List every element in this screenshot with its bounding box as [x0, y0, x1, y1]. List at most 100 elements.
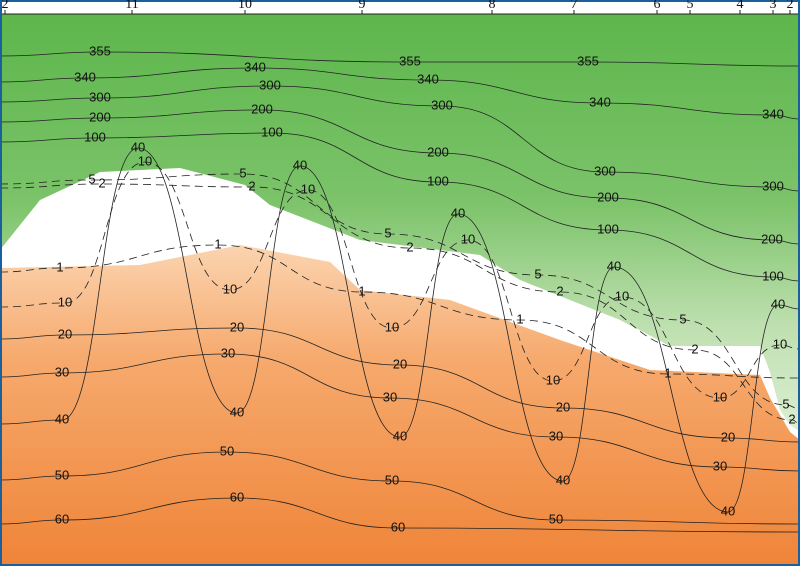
contour-label: 2	[788, 411, 795, 426]
contour-label: 10	[385, 319, 399, 334]
contour-line	[0, 85, 800, 192]
contour-label: 50	[220, 443, 234, 458]
axis-strip	[0, 0, 800, 14]
station-label: 3	[770, 0, 777, 12]
orange-region	[0, 245, 800, 566]
contour-label: 200	[251, 101, 273, 116]
contour-label: 40	[55, 411, 69, 426]
contour-line	[0, 327, 800, 443]
contour-label: 10	[138, 153, 152, 168]
contour-label: 1	[56, 259, 63, 274]
station-label: 9	[359, 0, 366, 12]
contour-label: 340	[244, 59, 266, 74]
contour-label: 100	[84, 129, 106, 144]
contour-label: 5	[88, 171, 95, 186]
contour-label: 300	[431, 97, 453, 112]
contour-label: 50	[549, 511, 563, 526]
contour-label: 100	[597, 221, 619, 236]
contour-label: 60	[55, 511, 69, 526]
contour-label: 5	[782, 396, 789, 411]
contour-line	[0, 51, 800, 67]
contour-line	[0, 244, 800, 379]
contour-label: 20	[230, 319, 244, 334]
station-label: 6	[654, 0, 661, 12]
station-label: 2	[2, 0, 9, 12]
contour-label: 300	[762, 178, 784, 193]
station-label: 5	[687, 0, 694, 12]
contour-label: 5	[679, 311, 686, 326]
contour-label: 2	[248, 178, 255, 193]
contour-label: 20	[556, 399, 570, 414]
contour-label: 5	[239, 165, 246, 180]
contour-label: 20	[393, 356, 407, 371]
contour-label: 40	[293, 157, 307, 172]
contour-label: 1	[516, 311, 523, 326]
contour-line	[0, 132, 800, 282]
contour-label: 40	[451, 205, 465, 220]
contour-label: 40	[771, 296, 785, 311]
contour-line	[0, 109, 800, 245]
contour-label: 40	[230, 404, 244, 419]
contour-label: 50	[55, 467, 69, 482]
contour-line	[0, 451, 800, 525]
contour-label: 60	[230, 489, 244, 504]
contour-label: 10	[713, 389, 727, 404]
contour-label: 30	[221, 345, 235, 360]
contour-line	[0, 353, 800, 472]
contour-label: 10	[301, 181, 315, 196]
contour-label: 100	[762, 268, 784, 283]
contour-label: 340	[589, 94, 611, 109]
contour-label: 40	[556, 472, 570, 487]
station-label: 2	[787, 0, 794, 12]
station-label: 11	[125, 0, 138, 12]
contour-label: 30	[549, 428, 563, 443]
contour-label: 30	[383, 389, 397, 404]
contour-label: 1	[214, 236, 221, 251]
contour-label: 355	[89, 43, 111, 58]
contour-label: 20	[58, 326, 72, 341]
contour-label: 10	[461, 231, 475, 246]
contour-label: 300	[594, 163, 616, 178]
station-label: 4	[737, 0, 744, 12]
contour-label: 2	[406, 239, 413, 254]
contour-label: 100	[427, 173, 449, 188]
contour-label: 30	[713, 458, 727, 473]
contour-label: 10	[615, 288, 629, 303]
contour-label: 340	[762, 106, 784, 121]
contour-label: 60	[391, 519, 405, 534]
contour-line	[0, 161, 800, 399]
contour-label: 40	[131, 139, 145, 154]
contour-label: 355	[399, 53, 421, 68]
contour-label: 1	[358, 283, 365, 298]
contour-lines	[0, 51, 800, 533]
contour-label: 2	[98, 175, 105, 190]
station-label: 7	[571, 0, 578, 12]
contour-label: 1	[664, 365, 671, 380]
contour-label: 10	[223, 281, 237, 296]
contour-label: 5	[384, 225, 391, 240]
contour-label: 300	[259, 77, 281, 92]
contour-label: 200	[597, 189, 619, 204]
contour-line	[0, 173, 800, 410]
contour-label: 100	[261, 124, 283, 139]
contour-line	[0, 147, 800, 513]
green-region	[0, 14, 800, 432]
contour-label: 10	[546, 372, 560, 387]
contour-label: 200	[89, 109, 111, 124]
contour-label: 40	[393, 428, 407, 443]
contour-label: 40	[607, 258, 621, 273]
contour-label: 200	[761, 231, 783, 246]
contour-label: 40	[721, 503, 735, 518]
contour-label: 355	[577, 53, 599, 68]
contour-label: 30	[55, 364, 69, 379]
station-label: 8	[489, 0, 496, 12]
contour-label: 5	[534, 266, 541, 281]
contour-line	[0, 183, 800, 425]
contour-line	[0, 497, 800, 533]
contour-label: 300	[89, 89, 111, 104]
contour-label: 340	[417, 71, 439, 86]
contour-label: 2	[556, 283, 563, 298]
contour-label: 2	[691, 341, 698, 356]
